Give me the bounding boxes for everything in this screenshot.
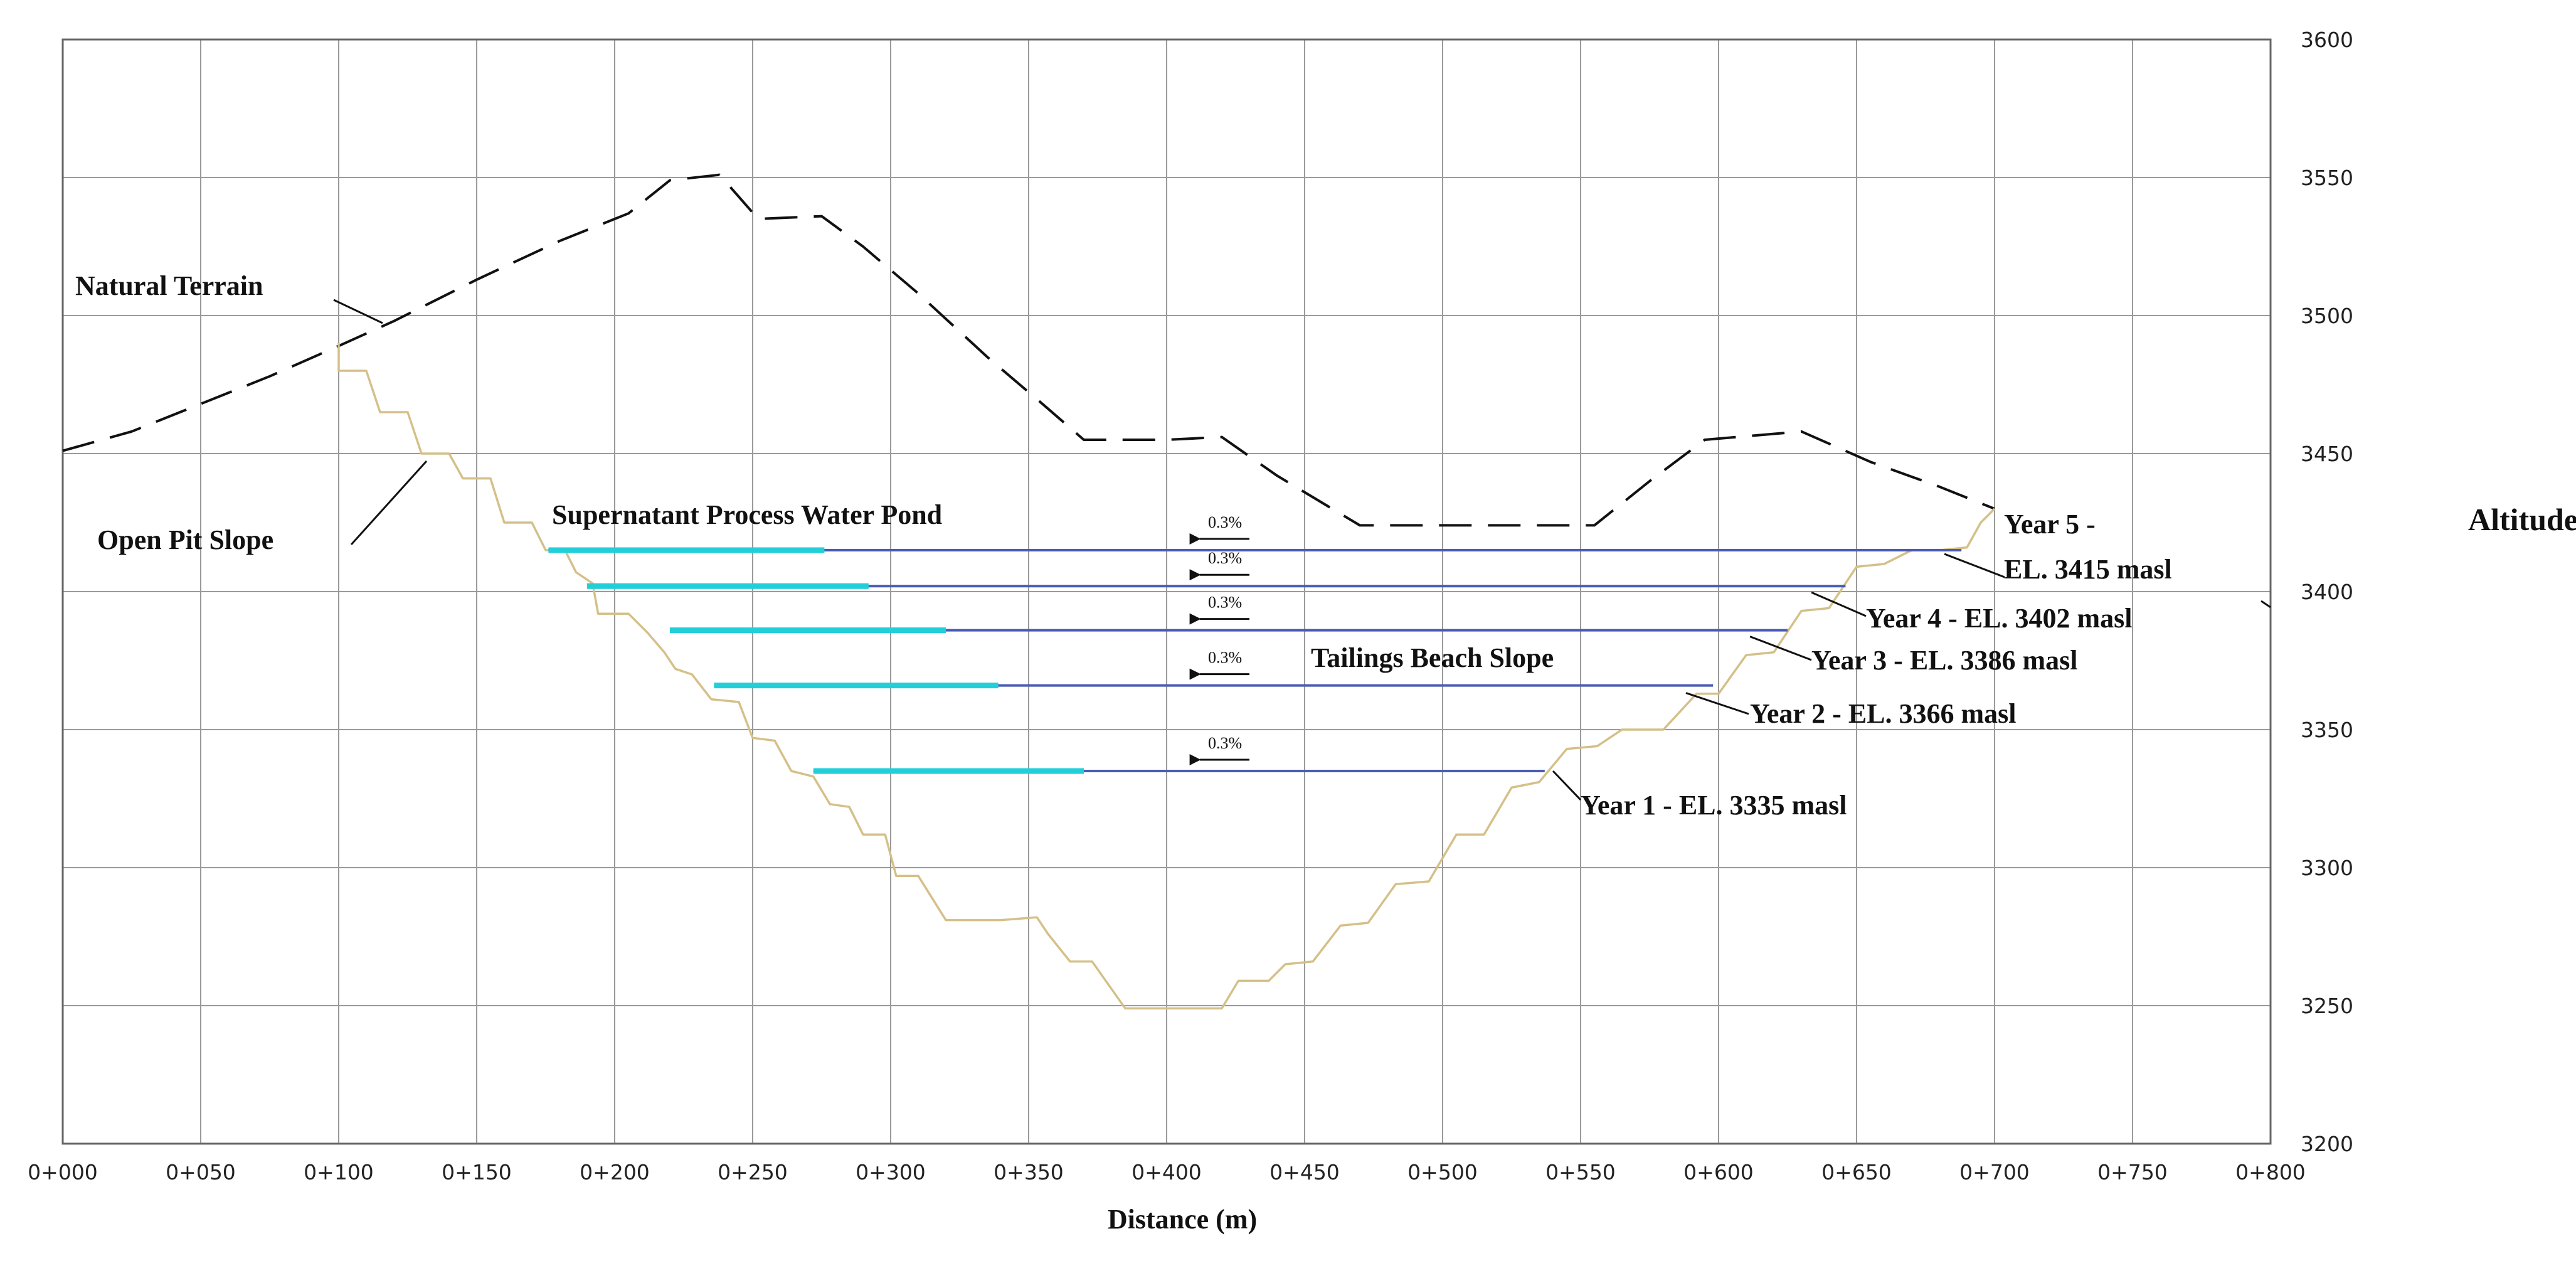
year-label: Year 3 - EL. 3386 masl [1811,645,2078,676]
natural-terrain-leader [333,299,383,324]
slope-label: 0.3% [1208,593,1242,612]
x-tick-label: 0+300 [856,1160,926,1184]
plot-frame [61,38,2272,1145]
year-label: Year 2 - EL. 3366 masl [1750,698,2017,729]
year-label: Year 4 - EL. 3402 masl [1866,603,2133,634]
y-tick-label: 3200 [2301,1132,2353,1156]
x-tick-label: 0+500 [1407,1160,1478,1184]
x-tick-label: 0+150 [442,1160,512,1184]
x-tick-label: 0+250 [718,1160,788,1184]
x-tick-label: 0+600 [1683,1160,1754,1184]
year-label-line1: Year 5 - [2004,509,2096,540]
y-tick-label: 3450 [2301,442,2353,466]
y-axis-title-tick [2261,600,2271,609]
y-axis-title: Altitude (masl) [2468,502,2576,537]
x-tick-label: 0+750 [2097,1160,2168,1184]
year-label-leader [1685,692,1749,715]
natural-terrain-line [62,173,1995,527]
x-tick-label: 0+550 [1545,1160,1616,1184]
slope-label: 0.3% [1208,649,1242,667]
year-label-leader [1811,591,1867,617]
x-tick-label: 0+800 [2235,1160,2306,1184]
natural-terrain-label: Natural Terrain [75,270,263,301]
y-tick-label: 3500 [2301,304,2353,328]
y-tick-label: 3550 [2301,166,2353,190]
year-label-leader [1944,553,2005,578]
y-tick-label: 3250 [2301,994,2353,1018]
y-tick-label: 3350 [2301,718,2353,742]
x-tick-label: 0+050 [166,1160,236,1184]
slope-label: 0.3% [1208,513,1242,531]
year-label-line2: EL. 3415 masl [2004,554,2172,585]
x-axis-ticks: 0+000 0+050 0+100 0+150 0+200 0+250 0+300 0+350… [28,1160,2306,1184]
y-tick-label: 3300 [2301,856,2353,880]
x-tick-label: 0+000 [28,1160,98,1184]
pond-label: Supernatant Process Water Pond [552,499,942,530]
annotation-layer: Natural Terrain Open Pit Slope Supernata… [75,270,2576,1235]
year-label-leader [1552,770,1582,801]
beach-label: Tailings Beach Slope [1311,642,1554,673]
x-tick-label: 0+350 [994,1160,1064,1184]
open-pit-slope-label: Open Pit Slope [97,524,273,555]
slope-label: 0.3% [1208,549,1242,567]
grid-lines [63,40,2271,1144]
y-axis-ticks: 3200 3250 3300 3350 3400 3450 3500 3550 3600 [2301,28,2353,1156]
x-tick-label: 0+400 [1132,1160,1202,1184]
x-tick-label: 0+450 [1269,1160,1340,1184]
pond-levels: 0.3% 0.3% 0.3% 0.3% 0.3% Year 1 - EL. 3335 ma… [548,509,2172,821]
x-axis-title: Distance (m) [1108,1204,1257,1235]
x-tick-label: 0+650 [1821,1160,1892,1184]
y-tick-label: 3600 [2301,28,2353,52]
year-label: Year 1 - EL. 3335 masl [1581,790,1847,821]
y-tick-label: 3400 [2301,580,2353,604]
year-label-leader [1749,636,1812,661]
x-tick-label: 0+700 [1959,1160,2030,1184]
open-pit-slope-leader [350,460,428,546]
x-tick-label: 0+100 [304,1160,374,1184]
slope-label: 0.3% [1208,734,1242,752]
x-tick-label: 0+200 [580,1160,650,1184]
